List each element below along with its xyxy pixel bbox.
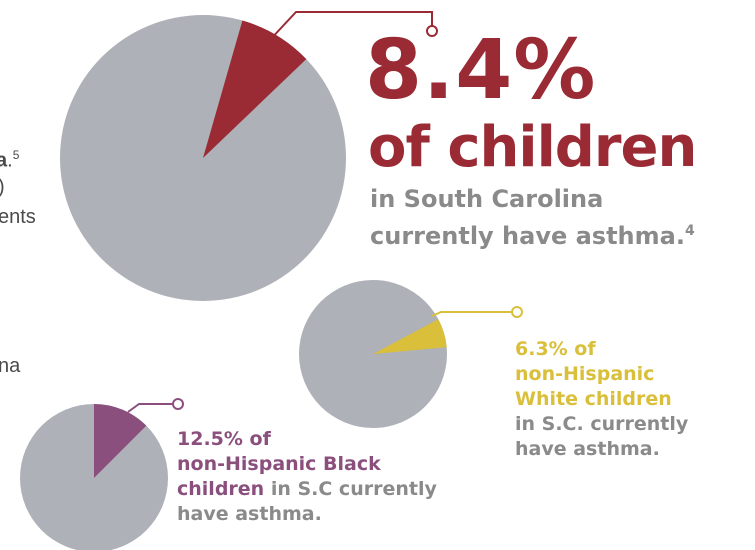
- description-line-1: in South Carolina: [370, 185, 604, 213]
- black-line-4: have asthma.: [177, 503, 322, 525]
- black-line-3: children in S.C currently: [177, 478, 437, 500]
- pie-non-hispanic-white: [299, 280, 447, 428]
- black-annotation: 12.5% of non-Hispanic Black children in …: [177, 427, 437, 527]
- cutoff-text-4: na: [0, 355, 21, 377]
- cutoff-text-2: ): [0, 176, 5, 199]
- black-line-2: non-Hispanic Black: [177, 453, 381, 475]
- white-line-2: non-Hispanic: [515, 363, 655, 385]
- description-line-2: currently have asthma.4: [370, 222, 695, 250]
- cutoff-text-3: ents: [0, 206, 36, 228]
- pie-south-carolina: [60, 15, 346, 301]
- leader-line-white: [431, 311, 512, 317]
- white-line-5: have asthma.: [515, 438, 660, 460]
- pie-slice-asthma: [94, 404, 147, 478]
- leader-dot-white: [511, 306, 523, 318]
- white-line-1: 6.3% of: [515, 338, 596, 360]
- white-line-4: in S.C. currently: [515, 413, 689, 435]
- leader-dot-south-carolina: [426, 25, 438, 37]
- headline-percent: 8.4%: [365, 23, 597, 118]
- black-line-1: 12.5% of: [177, 428, 271, 450]
- white-annotation: 6.3% of non-Hispanic White children in S…: [515, 337, 688, 462]
- headline-description: in South Carolina currently have asthma.…: [370, 183, 695, 252]
- footnote-marker: 4: [684, 223, 695, 239]
- leader-dot-black: [172, 398, 184, 410]
- pie-slice-asthma: [203, 20, 307, 158]
- pie-slice-asthma: [373, 319, 447, 354]
- leader-line-black: [127, 403, 173, 413]
- headline-subtitle: of children: [368, 115, 697, 180]
- leader-line-south-carolina: [267, 11, 433, 43]
- pie-non-hispanic-black: [20, 404, 168, 550]
- white-line-3: White children: [515, 388, 672, 410]
- cutoff-text-1: a.5: [0, 148, 20, 172]
